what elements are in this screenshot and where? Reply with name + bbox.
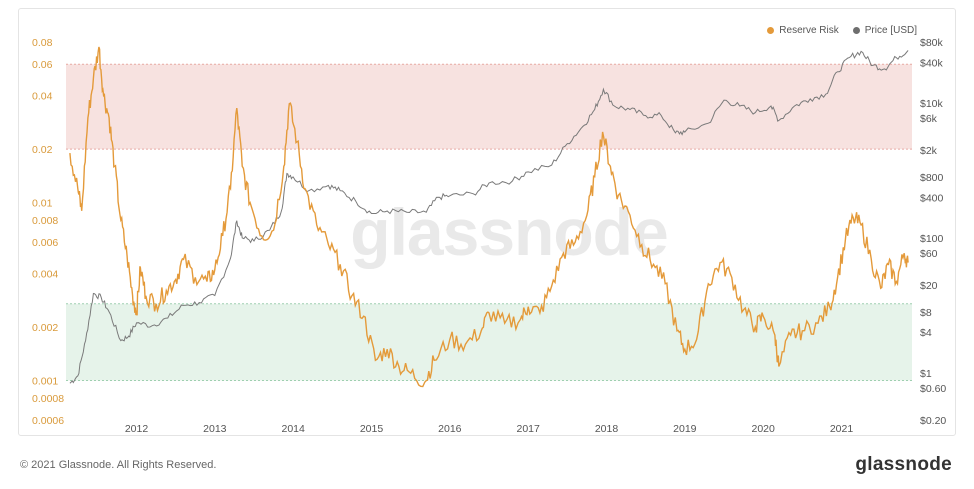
footer-brand-logo: glassnode <box>855 454 952 475</box>
legend-label-reserve-risk: Reserve Risk <box>779 25 839 36</box>
y-right-tick-label: $800 <box>920 172 944 184</box>
x-tick-label: 2013 <box>203 423 227 435</box>
y-right-tick-label: $4 <box>920 327 932 339</box>
chart-legend: Reserve Risk Price [USD] <box>767 25 917 36</box>
footer-copyright: © 2021 Glassnode. All Rights Reserved. <box>20 459 217 471</box>
y-left-tick-label: 0.006 <box>32 237 58 249</box>
y-right-tick-label: $400 <box>920 192 944 204</box>
legend-item-reserve-risk[interactable]: Reserve Risk <box>767 25 839 36</box>
y-left-tick-label: 0.002 <box>32 322 58 334</box>
x-tick-label: 2015 <box>360 423 384 435</box>
legend-item-price[interactable]: Price [USD] <box>852 25 917 36</box>
y-left-tick-label: 0.001 <box>32 376 58 388</box>
high-risk-zone <box>66 64 912 150</box>
watermark-text: glassnode <box>350 195 667 269</box>
y-right-tick-label: $1 <box>920 368 932 380</box>
x-tick-label: 2018 <box>595 423 619 435</box>
legend-label-price: Price [USD] <box>864 25 917 36</box>
y-right-tick-label: $6k <box>920 113 938 125</box>
series-line-price <box>69 50 909 384</box>
y-right-tick-label: $2k <box>920 145 938 157</box>
y-right-tick-label: $100 <box>920 233 944 245</box>
y-left-tick-label: 0.008 <box>32 215 58 227</box>
y-left-tick-label: 0.06 <box>32 59 53 71</box>
low-risk-zone <box>66 303 912 381</box>
y-left-tick-label: 0.01 <box>32 198 53 210</box>
x-tick-label: 2016 <box>438 423 462 435</box>
y-left-tick-label: 0.04 <box>32 91 53 103</box>
x-tick-label: 2012 <box>125 423 149 435</box>
y-left-tick-label: 0.02 <box>32 144 53 156</box>
y-right-tick-label: $8 <box>920 307 932 319</box>
y-right-tick-label: $10k <box>920 98 944 110</box>
y-right-tick-label: $0.20 <box>920 415 946 427</box>
legend-dot-reserve-risk <box>767 27 775 34</box>
y-left-tick-label: 0.0006 <box>32 415 64 427</box>
chart-svg: glassnode 0.08 0.06 0.04 0.02 0.01 0.008 0.006 0… <box>32 37 946 435</box>
x-tick-label: 2020 <box>751 423 775 435</box>
y-right-tick-label: $20 <box>920 280 938 292</box>
x-tick-label: 2017 <box>516 423 540 435</box>
legend-dot-price <box>852 27 860 34</box>
y-right-tick-label: $80k <box>920 37 944 49</box>
x-tick-label: 2019 <box>673 423 697 435</box>
y-left-tick-label: 0.0008 <box>32 393 64 405</box>
x-tick-label: 2014 <box>281 423 305 435</box>
y-left-tick-label: 0.004 <box>32 268 58 280</box>
y-right-tick-label: $40k <box>920 57 944 69</box>
y-right-tick-label: $60 <box>920 248 938 260</box>
y-left-tick-label: 0.08 <box>32 37 53 49</box>
series-line-reserve-risk <box>69 46 909 388</box>
x-tick-label: 2021 <box>830 423 854 435</box>
y-right-tick-label: $0.60 <box>920 383 946 395</box>
